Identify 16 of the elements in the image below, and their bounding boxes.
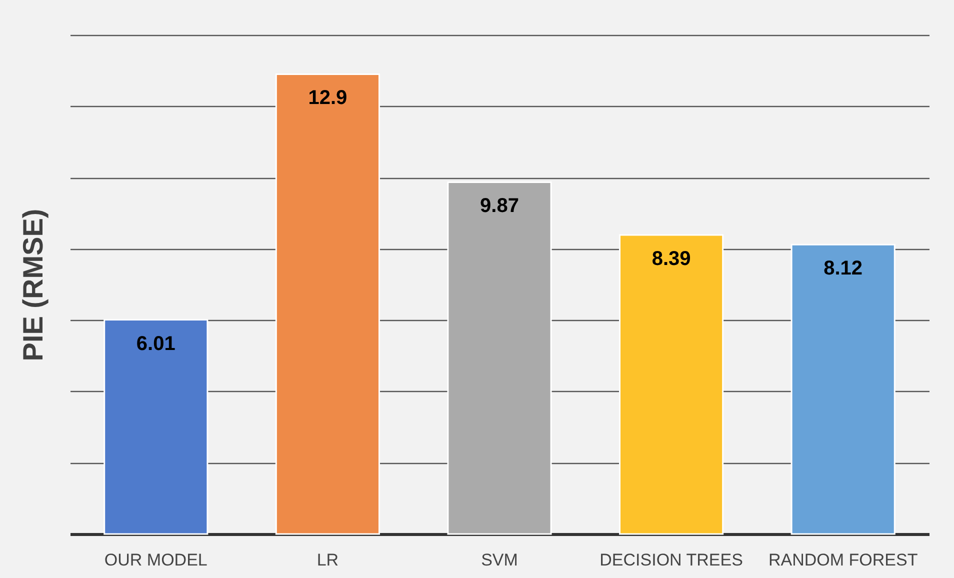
x-tick-label: RANDOM FOREST [768, 550, 918, 570]
bar [447, 181, 552, 535]
data-label: 8.39 [652, 248, 691, 270]
data-label: 8.12 [824, 258, 863, 280]
x-tick-label: LR [316, 550, 339, 570]
y-axis-title: PIE (RMSE) [18, 208, 48, 362]
bar [619, 234, 724, 535]
x-tick-label: OUR MODEL [104, 550, 208, 570]
x-tick-label: SVM [481, 550, 518, 570]
bar [790, 244, 896, 535]
data-label: 12.9 [308, 87, 348, 110]
x-tick-label: DECISION TREES [600, 550, 743, 570]
data-label: 6.01 [136, 332, 176, 355]
bar [104, 319, 208, 535]
bar [275, 73, 380, 535]
data-label: 9.87 [480, 195, 519, 218]
